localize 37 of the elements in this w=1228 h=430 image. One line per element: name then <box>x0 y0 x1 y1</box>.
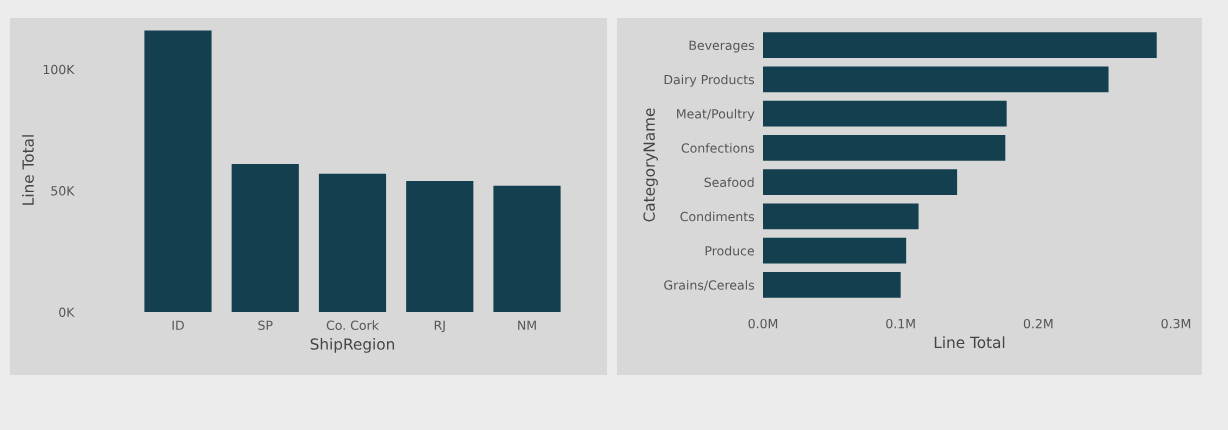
bar <box>144 30 212 312</box>
bar <box>763 135 1006 161</box>
y-axis-title: Line Total <box>22 135 34 205</box>
x-tick-label: 0.1M <box>886 318 915 329</box>
bar <box>493 185 561 312</box>
bar <box>763 203 919 230</box>
x-tick-label: Co. Cork <box>326 320 379 331</box>
x-tick-label: SP <box>258 320 273 331</box>
bar <box>231 163 299 312</box>
bar <box>763 66 1109 93</box>
bar <box>763 32 1157 58</box>
x-tick-label: ID <box>172 320 184 330</box>
x-tick-label: 0.2M <box>1023 318 1053 329</box>
y-tick-label: Meat/Poultry <box>677 108 755 121</box>
bar <box>318 173 387 312</box>
y-tick-label: Grains/Cereals <box>664 280 755 291</box>
x-tick-label: NM <box>518 320 536 330</box>
bar <box>763 272 901 298</box>
bar <box>763 100 1007 127</box>
y-tick-label: Seafood <box>704 177 754 188</box>
x-tick-label: 0.3M <box>1161 318 1191 329</box>
y-tick-label: 0K <box>59 307 75 317</box>
x-tick-label: 0.0M <box>748 318 778 329</box>
y-tick-label: Condiments <box>680 211 755 222</box>
x-tick-label: RJ <box>434 320 445 333</box>
x-axis-title: ShipRegion <box>310 337 395 353</box>
y-tick-label: 100K <box>43 64 75 75</box>
bar <box>763 169 958 195</box>
y-tick-label: 50K <box>51 186 75 196</box>
y-tick-label: Beverages <box>689 40 755 53</box>
y-tick-label: Confections <box>681 143 755 153</box>
y-tick-label: Dairy Products <box>664 74 755 87</box>
y-tick-label: Produce <box>705 245 754 256</box>
bar <box>763 237 907 264</box>
x-axis-title: Line Total <box>934 336 1005 349</box>
y-axis-title: CategoryName <box>643 108 658 222</box>
bar <box>406 180 474 312</box>
